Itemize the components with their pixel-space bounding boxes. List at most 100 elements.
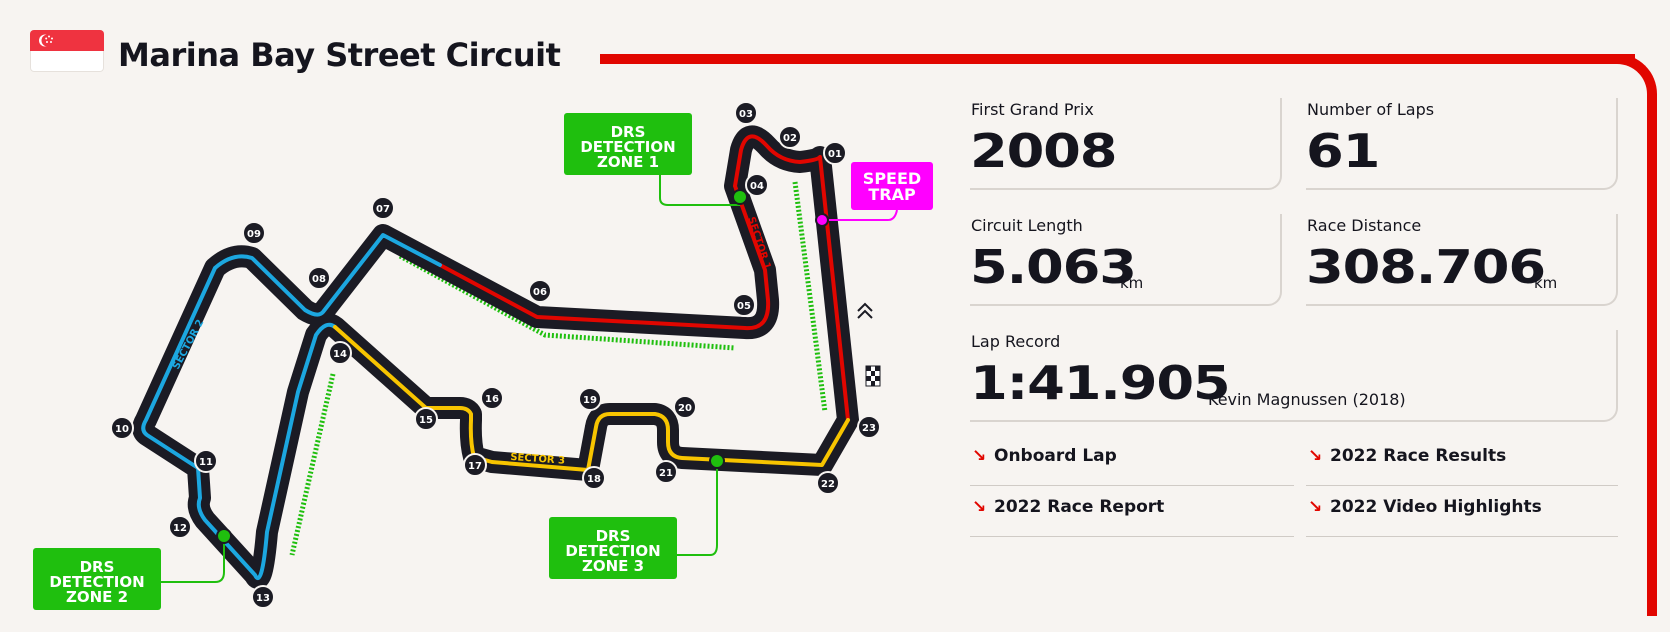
turn-marker-08: 08 — [307, 266, 331, 290]
drs-zone-3-line-2: DETECTION — [565, 542, 660, 560]
turn-label: 10 — [115, 424, 129, 435]
turn-label: 17 — [468, 461, 482, 472]
page-title: Marina Bay Street Circuit — [118, 36, 561, 74]
turn-marker-14: 14 — [328, 341, 352, 365]
turn-label: 11 — [199, 457, 213, 468]
link-onboard-lap[interactable]: ↘ Onboard Lap — [970, 440, 1294, 486]
turn-label: 14 — [333, 349, 347, 360]
page-header: Marina Bay Street Circuit — [0, 0, 1670, 616]
arrow-down-right-icon: ↘ — [1308, 446, 1323, 466]
turn-marker-01: 01 — [823, 141, 847, 165]
sector-3-label: SECTOR 3 — [510, 452, 566, 467]
checkered-flag-icon — [865, 365, 881, 387]
arrow-down-right-icon: ↘ — [972, 497, 987, 517]
turn-label: 01 — [828, 149, 842, 160]
accent-line — [600, 54, 1635, 64]
stat-laps: Number of Laps 61 — [1306, 98, 1618, 190]
turn-marker-15: 15 — [414, 407, 438, 431]
sector-3 — [333, 325, 850, 472]
stat-lap-record-value: 1:41.905 — [970, 356, 1231, 410]
turn-marker-13: 13 — [251, 585, 275, 609]
turn-marker-21: 21 — [654, 460, 678, 484]
turn-label: 13 — [256, 593, 270, 604]
turn-label: 07 — [376, 204, 390, 215]
accent-line-vertical — [1647, 100, 1657, 616]
turn-label: 19 — [583, 395, 597, 406]
stat-distance-unit: km — [1534, 274, 1558, 292]
turn-label: 06 — [533, 287, 547, 298]
turn-marker-23: 23 — [857, 415, 881, 439]
drs-zone-2-line-3: ZONE 2 — [66, 588, 128, 606]
arrow-down-right-icon: ↘ — [972, 446, 987, 466]
turn-label: 23 — [862, 423, 876, 434]
turn-marker-05: 05 — [732, 293, 756, 317]
drs-zone-1-line-1: DRS — [611, 123, 646, 141]
sector-1 — [438, 134, 850, 422]
turn-marker-18: 18 — [582, 466, 606, 490]
drs-zone-1-line-3: ZONE 1 — [597, 153, 659, 171]
stat-distance: Race Distance 308.706 km — [1306, 214, 1618, 306]
singapore-flag-icon — [30, 30, 104, 72]
speed-trap: SPEED TRAP — [815, 162, 933, 227]
turn-label: 22 — [821, 479, 835, 490]
turn-label: 12 — [173, 523, 187, 534]
stat-lap-record: Lap Record 1:41.905 Kevin Magnussen (201… — [970, 330, 1618, 422]
turn-marker-17: 17 — [463, 453, 487, 477]
link-race-report[interactable]: ↘ 2022 Race Report — [970, 491, 1294, 537]
stat-first-gp: First Grand Prix 2008 — [970, 98, 1282, 190]
turn-marker-12: 12 — [168, 515, 192, 539]
link-video-highlights-label: 2022 Video Highlights — [1330, 497, 1542, 517]
turn-label: 15 — [419, 415, 433, 426]
link-onboard-lap-label: Onboard Lap — [994, 446, 1117, 466]
turn-label: 08 — [312, 274, 326, 285]
stat-distance-value: 308.706 — [1306, 240, 1546, 294]
turn-marker-16: 16 — [480, 386, 504, 410]
turn-markers: 01 02 03 04 05 06 07 08 09 10 11 12 13 14 15 16 17 18 19 20… — [110, 101, 881, 609]
drs-zone-3-line-1: DRS — [596, 527, 631, 545]
accent-line-corner — [1605, 54, 1657, 106]
turn-label: 03 — [739, 109, 753, 120]
stat-lap-record-label: Lap Record — [971, 332, 1061, 351]
arrow-down-right-icon: ↘ — [1308, 497, 1323, 517]
turn-marker-07: 07 — [371, 196, 395, 220]
circuit-map: SECTOR 1 SECTOR 2 SECTOR 3 DRS DETECTION… — [33, 101, 933, 610]
turn-label: 18 — [587, 474, 601, 485]
turn-label: 21 — [659, 468, 673, 479]
turn-marker-22: 22 — [816, 471, 840, 495]
drs-zone-1: DRS DETECTION ZONE 1 — [564, 113, 748, 206]
turn-marker-02: 02 — [778, 125, 802, 149]
speed-trap-line-1: SPEED — [863, 169, 921, 188]
drs-zone-2-line-2: DETECTION — [49, 573, 144, 591]
turn-label: 09 — [247, 229, 261, 240]
turn-label: 05 — [737, 301, 751, 312]
stat-first-gp-value: 2008 — [970, 124, 1118, 178]
turn-marker-04: 04 — [745, 173, 769, 197]
turn-marker-03: 03 — [734, 101, 758, 125]
link-race-results-label: 2022 Race Results — [1330, 446, 1507, 466]
speed-trap-line-2: TRAP — [868, 185, 916, 204]
turn-label: 16 — [485, 394, 499, 405]
drs-zone-1-line-2: DETECTION — [580, 138, 675, 156]
turn-marker-09: 09 — [242, 221, 266, 245]
drs-zone-3-line-3: ZONE 3 — [582, 557, 644, 575]
stat-length: Circuit Length 5.063 km — [970, 214, 1282, 306]
stat-distance-label: Race Distance — [1307, 216, 1422, 235]
turn-label: 20 — [678, 403, 692, 414]
stat-lap-record-holder: Kevin Magnussen (2018) — [1208, 390, 1406, 409]
stat-laps-value: 61 — [1306, 124, 1380, 178]
drs-zone-3: DRS DETECTION ZONE 3 — [549, 453, 725, 579]
turn-marker-11: 11 — [194, 449, 218, 473]
stat-laps-label: Number of Laps — [1307, 100, 1435, 119]
link-video-highlights[interactable]: ↘ 2022 Video Highlights — [1306, 491, 1618, 537]
turn-marker-10: 10 — [110, 416, 134, 440]
link-race-results[interactable]: ↘ 2022 Race Results — [1306, 440, 1618, 486]
drs-zone-2: DRS DETECTION ZONE 2 — [33, 528, 232, 610]
turn-marker-19: 19 — [578, 387, 602, 411]
drs-straights — [289, 181, 828, 556]
stat-length-unit: km — [1120, 274, 1144, 292]
chevrons-up-icon — [857, 302, 873, 319]
stat-length-label: Circuit Length — [971, 216, 1083, 235]
drs-zone-2-line-1: DRS — [80, 558, 115, 576]
turn-label: 04 — [750, 181, 764, 192]
stat-length-value: 5.063 — [970, 240, 1137, 294]
